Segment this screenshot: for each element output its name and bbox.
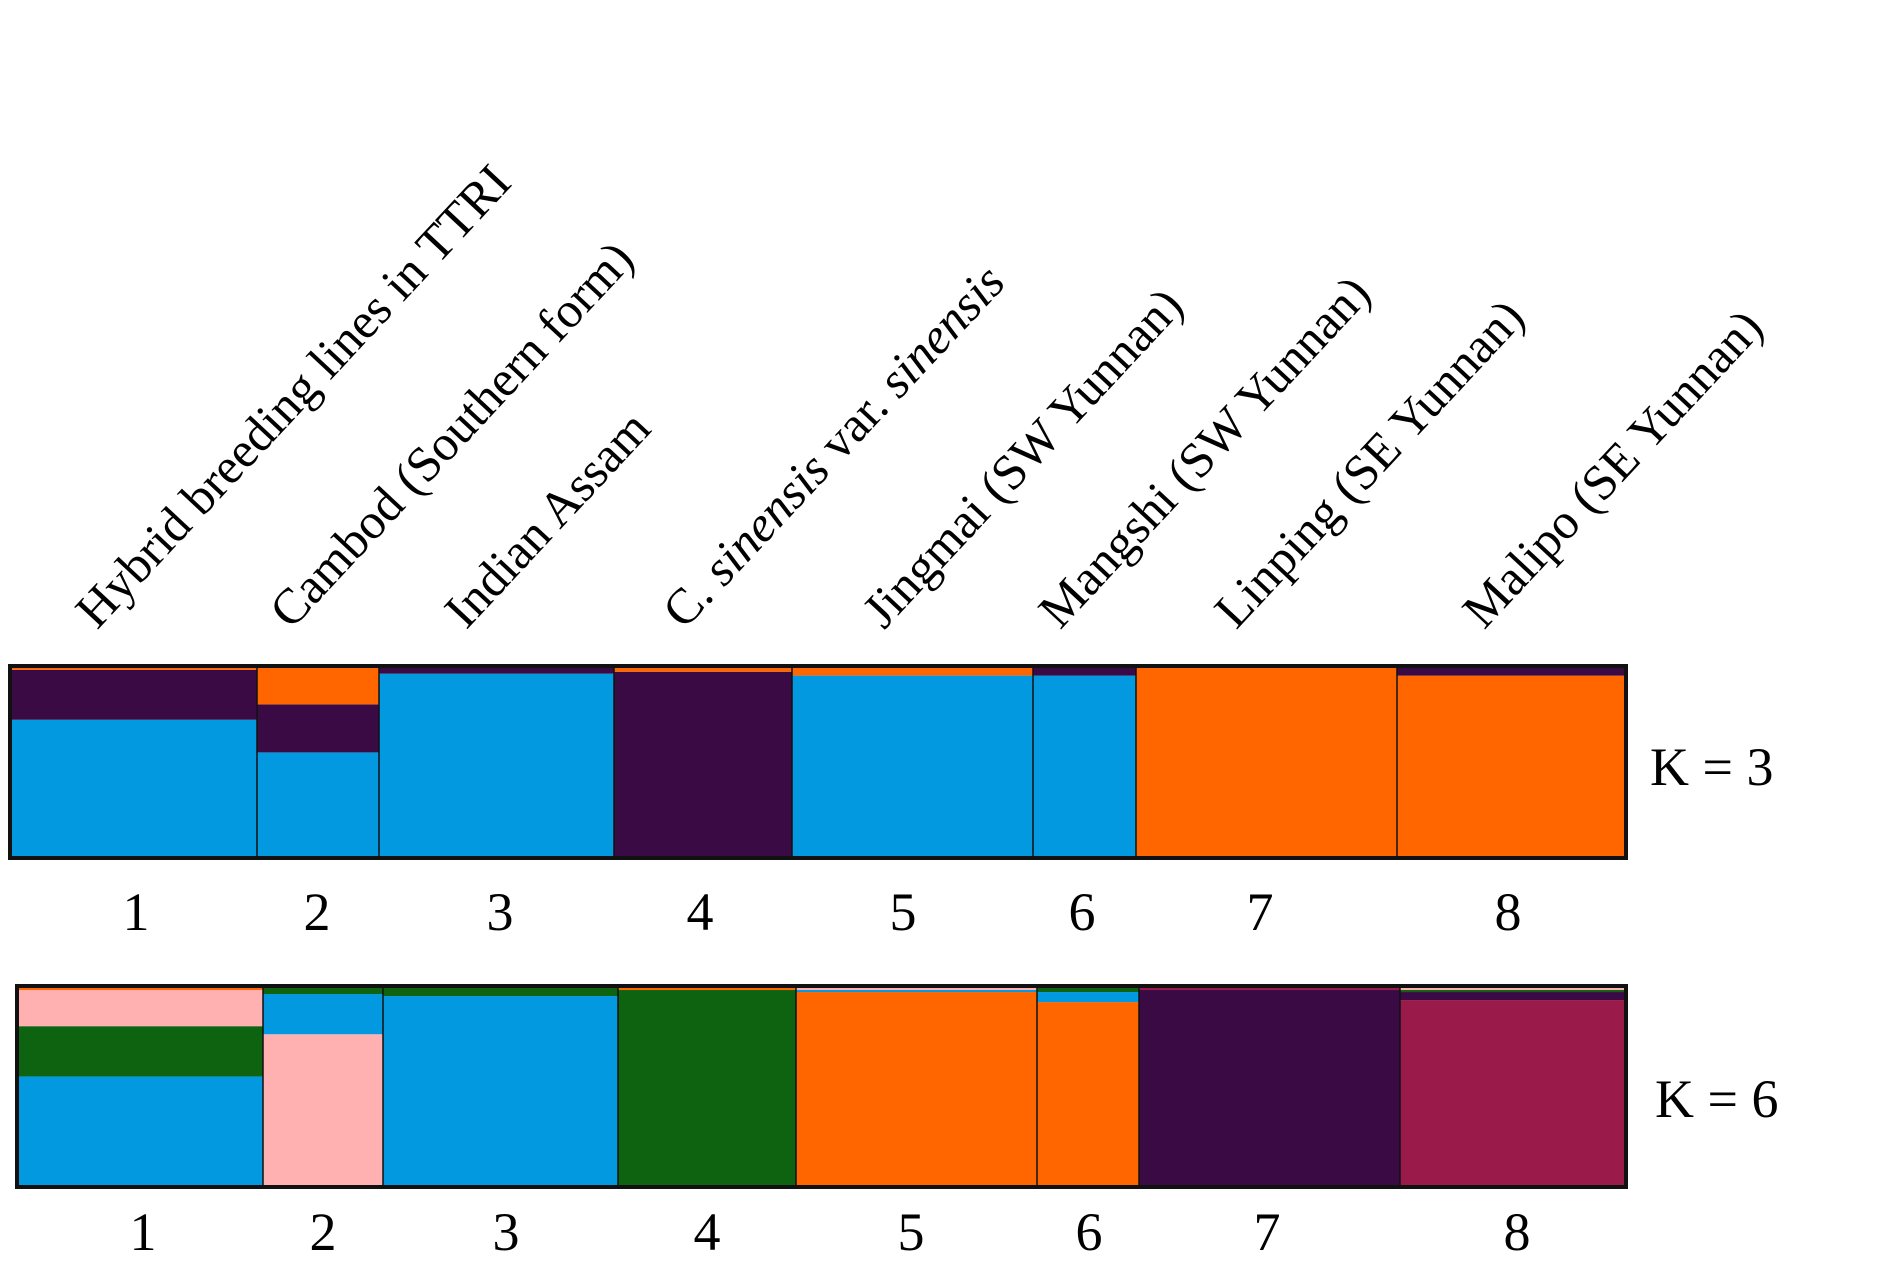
- bar-segment-k0-group6-series1: [1033, 667, 1136, 676]
- bar-segment-k1-group4-series3: [618, 988, 796, 991]
- bar-segment-k1-group2-series0: [263, 994, 383, 1035]
- k3-label: K = 3: [1650, 737, 1774, 797]
- bar-segment-k1-group3-series0: [383, 996, 618, 1187]
- bar-segment-k0-group3-series1: [379, 667, 614, 674]
- panel-frame: [8, 664, 1628, 860]
- group-number-4: 4: [693, 1202, 721, 1262]
- group-number-2: 2: [309, 1202, 337, 1262]
- group-number-4: 4: [686, 882, 714, 942]
- group-number-8: 8: [1494, 882, 1522, 942]
- bar-segment-k0-group6-series0: [1033, 675, 1136, 858]
- bar-segment-k1-group1-series3: [17, 986, 263, 991]
- bar-segment-k1-group1-series0: [17, 1076, 263, 1187]
- group-number-6: 6: [1075, 1202, 1103, 1262]
- bar-segment-k1-group2-series2: [263, 1034, 383, 1187]
- bar-segment-k0-group5-series0: [792, 675, 1033, 858]
- bar-segment-k1-group5-series2: [796, 988, 1037, 991]
- group-number-3: 3: [486, 882, 514, 942]
- bar-segment-k1-group8-series4: [1400, 992, 1626, 1001]
- group-number-5: 5: [889, 882, 917, 942]
- panel-frame: [15, 984, 1628, 1189]
- group-number-6: 6: [1068, 882, 1096, 942]
- bar-segment-k0-group8-series1: [1397, 667, 1626, 676]
- group-number-3: 3: [492, 1202, 520, 1262]
- group-number-2: 2: [303, 882, 331, 942]
- bar-segment-k0-group1-series1: [10, 669, 257, 720]
- bar-segment-k1-group5-series3: [796, 992, 1037, 1187]
- bar-segment-k1-group6-series3: [1037, 1002, 1139, 1187]
- bar-segment-k0-group2-series0: [257, 752, 379, 858]
- group-number-8: 8: [1503, 1202, 1531, 1262]
- bar-segment-k0-group2-series1: [257, 704, 379, 753]
- group-number-1: 1: [122, 882, 150, 942]
- group-number-5: 5: [897, 1202, 925, 1262]
- bar-segment-k0-group5-series2: [792, 666, 1033, 676]
- bar-segment-k0-group8-series2: [1397, 675, 1626, 858]
- k6-label: K = 6: [1655, 1069, 1779, 1129]
- bar-segment-k0-group7-series2: [1136, 667, 1397, 858]
- bar-segment-k1-group3-series1: [383, 988, 618, 997]
- bar-segment-k1-group1-series2: [17, 990, 263, 1027]
- bar-segment-k1-group2-series1: [263, 988, 383, 995]
- bar-segment-k1-group7-series5: [1139, 986, 1400, 991]
- bar-segment-k0-group3-series0: [379, 673, 614, 858]
- group-number-7: 7: [1253, 1202, 1281, 1262]
- bar-segment-k0-group4-series2: [614, 667, 792, 672]
- bar-segment-k1-group6-series0: [1037, 992, 1139, 1003]
- bar-segment-k0-group2-series2: [257, 666, 379, 705]
- bar-segment-k1-group6-series1: [1037, 988, 1139, 993]
- bar-segment-k1-group7-series4: [1139, 990, 1400, 1187]
- bar-segment-k1-group4-series1: [618, 990, 796, 1187]
- bar-segment-k0-group1-series0: [10, 719, 257, 858]
- group-number-1: 1: [129, 1202, 157, 1262]
- bar-segment-k1-group8-series5: [1400, 1000, 1626, 1187]
- group-number-7: 7: [1246, 882, 1274, 942]
- bar-segment-k1-group5-series0: [796, 990, 1037, 993]
- bar-segment-k0-group4-series1: [614, 671, 792, 858]
- bar-segment-k1-group1-series1: [17, 1026, 263, 1077]
- bar-segment-k1-group8-series2: [1400, 988, 1626, 991]
- bar-segment-k1-group8-series1: [1400, 990, 1626, 993]
